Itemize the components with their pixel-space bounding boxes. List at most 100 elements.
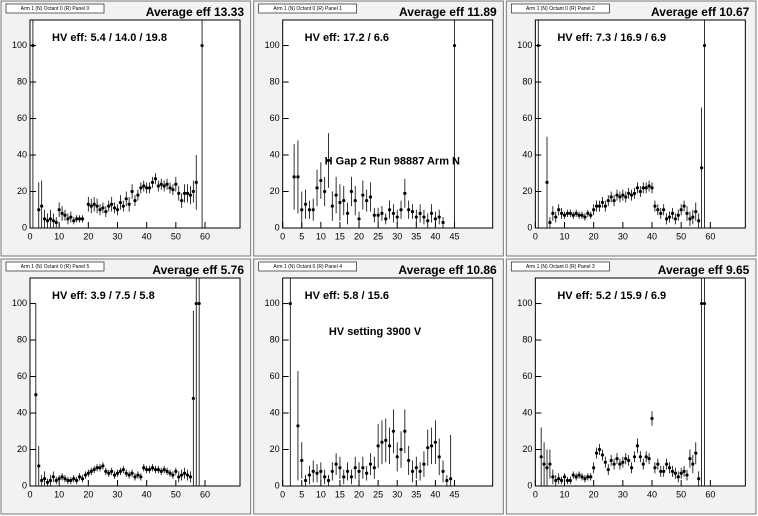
data-point	[691, 462, 695, 466]
data-point	[37, 464, 41, 468]
data-point	[118, 469, 123, 474]
data-point	[699, 166, 704, 170]
data-point	[323, 475, 327, 479]
data-point	[592, 466, 596, 470]
data-point	[691, 215, 695, 219]
data-point	[323, 189, 327, 194]
x-tick-label: 0	[27, 231, 32, 241]
panel-title: Arm 1 (N) Octant 0 (R) Panel 3	[526, 264, 595, 270]
x-tick-label: 50	[676, 489, 686, 499]
data-point	[615, 193, 619, 197]
y-tick-label: 0	[22, 480, 27, 490]
data-point	[641, 186, 645, 190]
y-tick-label: 20	[17, 444, 27, 454]
data-point	[142, 466, 146, 470]
data-point	[95, 466, 99, 470]
data-point	[54, 478, 58, 483]
hv-eff: HV eff: 17.2 / 6.6	[305, 32, 389, 44]
data-point	[288, 301, 292, 306]
x-tick-label: 15	[335, 231, 345, 241]
y-tick-label: 60	[17, 371, 27, 381]
data-point	[597, 447, 602, 452]
data-point	[403, 191, 407, 195]
data-point	[618, 195, 622, 199]
data-point	[31, 43, 35, 48]
data-point	[171, 188, 175, 192]
y-tick-label: 80	[522, 334, 532, 344]
data-point	[37, 208, 41, 212]
data-point	[303, 202, 308, 206]
data-point	[702, 43, 707, 48]
data-point	[586, 475, 590, 479]
data-point	[426, 219, 430, 223]
hv-eff: HV eff: 5.4 / 14.0 / 19.8	[52, 32, 167, 44]
data-point	[72, 219, 76, 223]
data-point	[159, 182, 163, 186]
data-point	[565, 211, 570, 216]
data-point	[679, 208, 683, 212]
x-tick-label: 0	[533, 489, 538, 499]
title-box	[5, 261, 105, 272]
y-tick-label: 20	[522, 444, 532, 454]
data-point	[130, 189, 134, 194]
panel: 0 20 40 60 80 100 0 5 10 15 20 25 30 35 40 45 Arm 1 (N) …	[253, 0, 504, 257]
x-tick-label: 60	[705, 489, 715, 499]
x-tick-label: 30	[618, 231, 628, 241]
data-point	[376, 213, 380, 217]
data-point	[136, 473, 140, 477]
x-tick-label: 60	[200, 489, 210, 499]
data-point	[376, 444, 380, 448]
data-point	[594, 204, 599, 208]
data-point	[449, 477, 453, 481]
data-point	[115, 208, 120, 212]
data-point	[673, 217, 677, 221]
data-point	[676, 475, 680, 479]
y-tick-label: 100	[517, 40, 532, 50]
data-point	[40, 478, 44, 483]
x-tick-label: 20	[589, 231, 599, 241]
data-point	[574, 475, 578, 479]
data-point	[63, 477, 67, 481]
data-point	[557, 477, 561, 481]
data-point	[644, 186, 648, 190]
data-point	[615, 457, 619, 461]
data-point	[580, 213, 584, 217]
y-tick-label: 80	[17, 334, 27, 344]
data-point	[303, 478, 308, 483]
x-tick-label: 40	[142, 489, 152, 499]
data-point	[191, 396, 195, 401]
data-point	[624, 195, 628, 199]
title-box	[258, 261, 357, 272]
average-eff: Average eff 10.86	[398, 263, 497, 277]
data-point	[177, 475, 181, 479]
x-tick-label: 40	[430, 231, 440, 241]
data-point	[127, 202, 131, 206]
data-point	[562, 475, 567, 479]
panel: 0 20 40 60 80 100 0 10 20 30 40 50 60 Arm 1 (N) Octan…	[0, 0, 252, 257]
x-tick-label: 15	[335, 489, 345, 499]
data-point	[387, 444, 392, 448]
data-point	[92, 467, 96, 472]
data-point	[391, 429, 395, 433]
data-point	[676, 213, 680, 217]
x-tick-label: 35	[411, 489, 421, 499]
data-point	[629, 193, 634, 197]
data-point	[182, 471, 187, 475]
data-point	[188, 193, 193, 197]
data-point	[571, 473, 575, 477]
data-point	[171, 473, 175, 477]
data-point	[188, 475, 193, 479]
x-tick-label: 10	[559, 489, 569, 499]
x-tick-label: 20	[354, 489, 364, 499]
data-point	[545, 466, 549, 470]
data-point	[682, 469, 686, 474]
data-point	[60, 211, 64, 216]
x-tick-label: 0	[280, 231, 285, 241]
data-point	[395, 455, 399, 459]
hv-eff: HV eff: 7.3 / 16.9 / 6.9	[557, 32, 666, 44]
x-tick-label: 20	[354, 231, 364, 241]
data-point	[130, 471, 134, 475]
x-tick-label: 40	[647, 489, 657, 499]
data-point	[86, 202, 90, 206]
x-tick-label: 30	[392, 231, 402, 241]
